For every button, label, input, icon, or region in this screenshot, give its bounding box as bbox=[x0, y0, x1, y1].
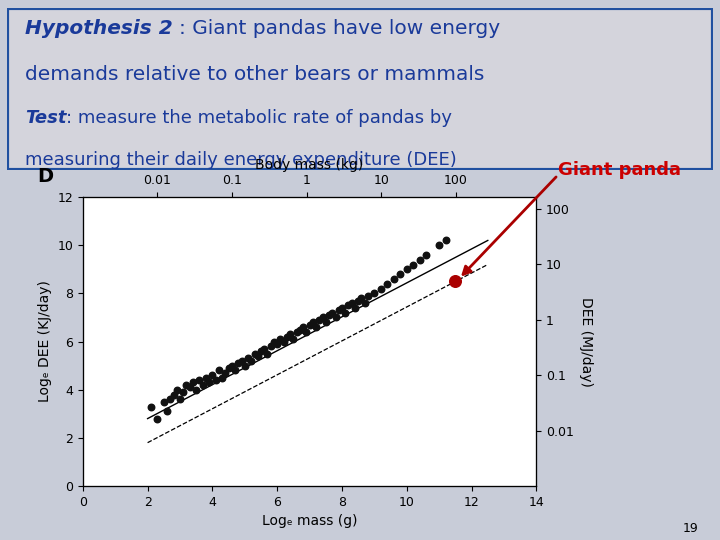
Point bbox=[307, 318, 318, 327]
Point bbox=[340, 308, 351, 317]
Point bbox=[252, 352, 264, 360]
Point bbox=[359, 299, 370, 307]
Text: Hypothesis 2: Hypothesis 2 bbox=[24, 19, 173, 38]
Point bbox=[151, 414, 163, 423]
Point bbox=[333, 306, 345, 315]
Point bbox=[356, 294, 367, 302]
Point bbox=[197, 381, 209, 389]
Point bbox=[268, 337, 279, 346]
Point bbox=[433, 241, 445, 249]
Point bbox=[297, 323, 309, 332]
Point bbox=[246, 356, 257, 365]
Point bbox=[168, 390, 179, 399]
Point bbox=[216, 373, 228, 382]
Point bbox=[320, 318, 331, 327]
Point bbox=[401, 265, 413, 274]
Point bbox=[281, 333, 292, 341]
Point bbox=[330, 313, 341, 322]
Point bbox=[314, 315, 325, 324]
Point bbox=[343, 301, 354, 310]
Point bbox=[310, 323, 322, 332]
Point bbox=[440, 236, 451, 245]
Point bbox=[174, 395, 186, 404]
Point bbox=[275, 335, 287, 343]
Text: D: D bbox=[37, 166, 53, 186]
Point bbox=[304, 320, 315, 329]
Point bbox=[284, 330, 296, 339]
Point bbox=[262, 349, 274, 358]
Point bbox=[210, 376, 222, 384]
Point bbox=[291, 328, 302, 336]
Point bbox=[301, 328, 312, 336]
Text: Test: Test bbox=[24, 109, 66, 126]
Point bbox=[258, 345, 270, 353]
Point bbox=[190, 386, 202, 394]
Point bbox=[239, 361, 251, 370]
Point bbox=[388, 275, 400, 284]
Point bbox=[200, 373, 212, 382]
Point bbox=[336, 303, 348, 312]
Point bbox=[395, 270, 406, 279]
Point bbox=[233, 359, 244, 368]
Point bbox=[222, 364, 234, 373]
Point bbox=[181, 381, 192, 389]
X-axis label: Logₑ mass (g): Logₑ mass (g) bbox=[262, 514, 357, 528]
Point bbox=[346, 299, 358, 307]
Text: 19: 19 bbox=[683, 522, 698, 535]
Point bbox=[414, 255, 426, 264]
Point bbox=[161, 407, 173, 416]
Point bbox=[265, 342, 276, 350]
Y-axis label: DEE (MJ/day): DEE (MJ/day) bbox=[580, 296, 593, 387]
Point bbox=[271, 340, 283, 348]
Point bbox=[278, 337, 289, 346]
Point bbox=[226, 361, 238, 370]
Point bbox=[164, 395, 176, 404]
Point bbox=[349, 303, 361, 312]
Point bbox=[184, 383, 195, 391]
FancyBboxPatch shape bbox=[7, 8, 713, 170]
Point bbox=[362, 292, 374, 300]
Point bbox=[323, 310, 335, 319]
Text: Giant panda: Giant panda bbox=[558, 161, 681, 179]
Point bbox=[236, 356, 248, 365]
Point bbox=[229, 366, 240, 375]
Point bbox=[207, 371, 218, 380]
Point bbox=[420, 251, 432, 259]
Point bbox=[194, 376, 205, 384]
Text: : measure the metabolic rate of pandas by: : measure the metabolic rate of pandas b… bbox=[66, 109, 451, 126]
Point bbox=[326, 308, 338, 317]
Text: demands relative to other bears or mammals: demands relative to other bears or mamma… bbox=[24, 65, 485, 84]
Point bbox=[187, 378, 199, 387]
Point bbox=[203, 378, 215, 387]
Point bbox=[353, 296, 364, 305]
Point bbox=[449, 277, 461, 286]
Point bbox=[255, 347, 266, 355]
Point bbox=[287, 335, 300, 343]
Text: : Giant pandas have low energy: : Giant pandas have low energy bbox=[179, 19, 500, 38]
Point bbox=[317, 313, 328, 322]
Point bbox=[249, 349, 261, 358]
Text: measuring their daily energy expenditure (DEE): measuring their daily energy expenditure… bbox=[24, 151, 456, 168]
Point bbox=[408, 260, 419, 269]
Point bbox=[369, 289, 380, 298]
Point bbox=[171, 386, 183, 394]
Point bbox=[294, 325, 306, 334]
Point bbox=[213, 366, 225, 375]
Y-axis label: Logₑ DEE (KJ/day): Logₑ DEE (KJ/day) bbox=[37, 281, 52, 402]
X-axis label: Body mass (kg): Body mass (kg) bbox=[256, 158, 364, 172]
Point bbox=[145, 402, 157, 411]
Point bbox=[242, 354, 253, 363]
Point bbox=[382, 280, 393, 288]
Point bbox=[375, 284, 387, 293]
Point bbox=[220, 368, 231, 377]
Point bbox=[177, 388, 189, 396]
Point bbox=[158, 397, 170, 406]
